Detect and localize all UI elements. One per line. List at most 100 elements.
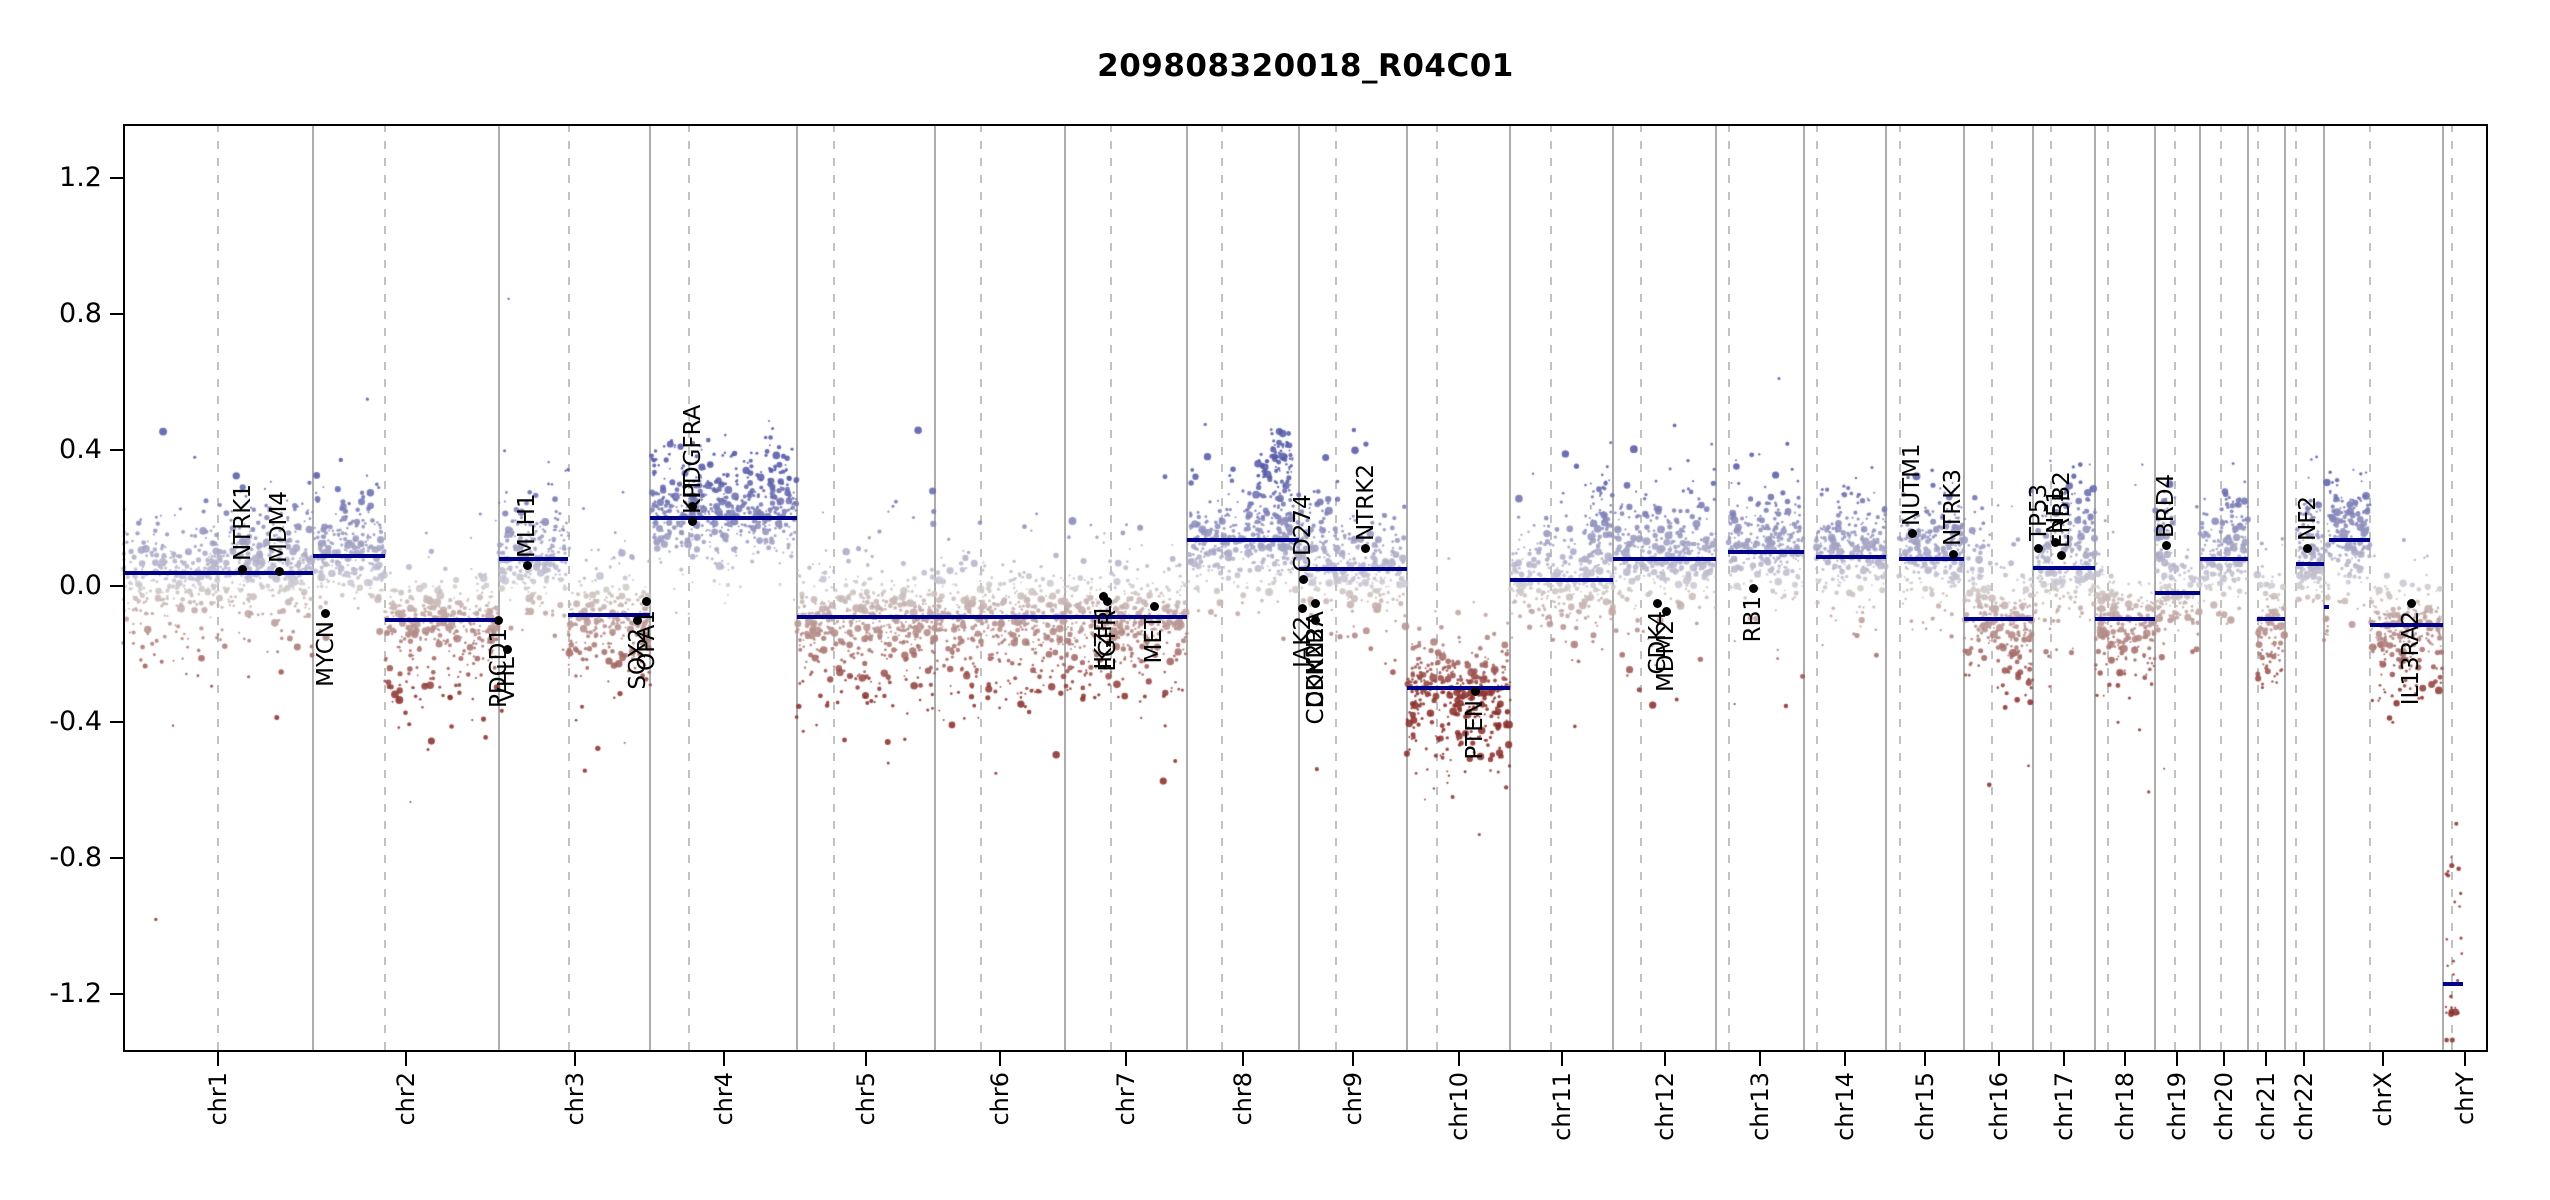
x-tick-chr20 (2222, 1052, 2225, 1066)
cnv-segment-chr15-16 (1898, 557, 1964, 562)
cnv-segment-chr7-8 (1065, 614, 1188, 619)
cnv-segment-chrX-26 (2370, 623, 2443, 628)
gene-marker-SOX2 (633, 615, 643, 625)
gene-marker-EGFR (1103, 597, 1113, 607)
x-tick-chr10 (1457, 1052, 1460, 1066)
gene-label-CDKN2B: CDKN2B (1302, 628, 1329, 725)
cnv-segment-chr21-22 (2257, 617, 2285, 622)
gene-marker-ERBB2 (2057, 551, 2067, 561)
gene-label-MLH1: MLH1 (514, 493, 541, 558)
gene-label-IL13RA2: IL13RA2 (2398, 611, 2425, 706)
gene-label-EGFR: EGFR (1094, 609, 1121, 672)
x-tick-label-chr5: chr5 (851, 1072, 880, 1126)
x-tick-label-chr19: chr19 (2163, 1072, 2192, 1141)
x-tick-chr14 (1843, 1052, 1846, 1066)
cnv-segment-chr5-6 (796, 614, 935, 619)
gene-marker-KIT (688, 517, 698, 527)
x-tick-label-chrX: chrX (2369, 1072, 2398, 1127)
gene-marker-OPA1 (642, 597, 652, 607)
x-tick-label-chr14: chr14 (1830, 1072, 1859, 1141)
cnv-segment-chr17-18 (2033, 565, 2096, 570)
x-tick-chr2 (405, 1052, 408, 1066)
gene-marker-IKZF1 (1099, 591, 1109, 601)
y-tick--1.2 (110, 993, 123, 996)
x-tick-label-chr12: chr12 (1650, 1072, 1679, 1141)
gene-label-PTEN: PTEN (1462, 699, 1489, 760)
gene-label-NF2: NF2 (2294, 495, 2321, 541)
y-tick--0.4 (110, 721, 123, 724)
x-tick-label-chr8: chr8 (1228, 1072, 1257, 1126)
y-tick-label--1.2: -1.2 (49, 978, 102, 1010)
gene-marker-MLH1 (522, 561, 532, 571)
x-tick-label-chr11: chr11 (1547, 1072, 1576, 1141)
gene-label-CD274: CD274 (1290, 493, 1317, 572)
y-tick--0.8 (110, 857, 123, 860)
cnv-segment-chr8-9 (1187, 538, 1299, 543)
x-tick-chr15 (1923, 1052, 1926, 1066)
cnv-segment-chr10-11 (1406, 686, 1511, 691)
cnv-segment-chrY-27 (2442, 982, 2463, 986)
gene-marker-NTRK1 (238, 564, 248, 574)
x-tick-chr5 (864, 1052, 867, 1066)
cnv-segment-chr11-12 (1510, 577, 1614, 582)
gene-marker-CD274 (1298, 575, 1308, 584)
y-tick-0.4 (110, 449, 123, 452)
gene-marker-MDM4 (274, 566, 284, 576)
x-tick-chr4 (722, 1052, 725, 1066)
x-tick-label-chr1: chr1 (204, 1072, 233, 1126)
x-tick-label-chr3: chr3 (560, 1072, 589, 1126)
x-tick-label-chr15: chr15 (1910, 1072, 1939, 1141)
plot-title: 209808320018_R04C01 (1097, 48, 1514, 84)
x-tick-label-chr4: chr4 (709, 1072, 738, 1126)
cnv-segment-chr1-0 (123, 570, 314, 575)
cnv-segment-chr3-4 (568, 613, 651, 618)
cnv-segment-chr22-23 (2296, 562, 2324, 567)
gene-label-BRD4: BRD4 (2153, 473, 2180, 538)
gene-label-MYCN: MYCN (312, 621, 339, 688)
x-tick-chr7 (1125, 1052, 1128, 1066)
gene-label-NTRK3: NTRK3 (1940, 469, 1967, 546)
x-tick-chrY (2464, 1052, 2467, 1066)
x-tick-chr12 (1663, 1052, 1666, 1066)
y-tick-label-0.0: 0.0 (59, 570, 102, 602)
gene-marker-RB1 (1748, 583, 1758, 593)
cnv-segment-chr4-5 (650, 516, 797, 521)
gene-label-OPA1: OPA1 (633, 609, 660, 671)
gene-label-NTRK2: NTRK2 (1352, 463, 1379, 541)
x-tick-label-chr16: chr16 (1984, 1072, 2013, 1141)
y-tick-label-1.2: 1.2 (59, 162, 102, 194)
x-tick-label-chr6: chr6 (986, 1072, 1015, 1126)
cnv-segment-chr9-10 (1298, 567, 1407, 572)
x-tick-chr16 (1997, 1052, 2000, 1066)
x-tick-chr22 (2303, 1052, 2306, 1066)
gene-marker-TP53 (2034, 544, 2044, 554)
x-tick-label-chr20: chr20 (2209, 1072, 2238, 1141)
cnv-segment-chr16-17 (1964, 616, 2034, 621)
x-tick-label-chr2: chr2 (392, 1072, 421, 1126)
gene-marker-MET (1149, 602, 1159, 612)
gene-marker-IL13RA2 (2406, 598, 2416, 608)
gene-marker-CDKN2A (1311, 598, 1321, 608)
gene-label-KIT: KIT (679, 477, 706, 514)
y-tick-label--0.4: -0.4 (49, 706, 102, 738)
y-tick-0.8 (110, 313, 123, 316)
gene-marker-VHL (502, 644, 512, 654)
x-tick-label-chr10: chr10 (1444, 1072, 1473, 1141)
gene-marker-CDK4 (1653, 598, 1663, 608)
x-tick-chr13 (1758, 1052, 1761, 1066)
x-tick-label-chr13: chr13 (1745, 1072, 1774, 1141)
cnv-segment-chr2-2 (384, 618, 500, 623)
x-tick-label-chr17: chr17 (2050, 1072, 2079, 1141)
gene-label-MDM2: MDM2 (1653, 619, 1680, 692)
gene-label-MET: MET (1141, 614, 1168, 664)
x-tick-label-chrY: chrY (2451, 1072, 2480, 1125)
gene-label-ERBB2: ERBB2 (2048, 470, 2075, 548)
y-tick-0.0 (110, 585, 123, 588)
x-tick-chr1 (217, 1052, 220, 1066)
cnv-segment-chr18-19 (2095, 616, 2155, 621)
gene-marker-JAK2 (1298, 603, 1308, 613)
gene-marker-PDCD1 (494, 615, 504, 625)
gene-marker-PDGFRA (688, 501, 698, 511)
cnv-segment-chr14-15 (1815, 555, 1886, 560)
